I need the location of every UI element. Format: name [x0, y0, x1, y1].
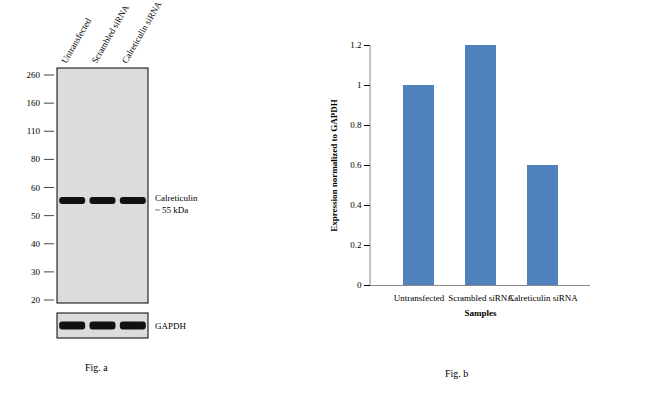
svg-text:Scrambled siRNA: Scrambled siRNA [448, 293, 514, 303]
svg-text:40: 40 [31, 239, 41, 249]
svg-text:0.8: 0.8 [350, 120, 362, 130]
svg-text:Scrambled siRNA: Scrambled siRNA [89, 3, 132, 65]
svg-text:60: 60 [31, 183, 41, 193]
svg-text:0.4: 0.4 [350, 200, 362, 210]
html-text:Fig. b: Fig. b [445, 368, 469, 379]
svg-text:1.2: 1.2 [350, 40, 361, 50]
svg-text:Calreticulin siRNA: Calreticulin siRNA [120, 0, 164, 65]
svg-text:80: 80 [31, 154, 41, 164]
svg-text:Expression normalized to GAPDH: Expression normalized to GAPDH [329, 99, 339, 232]
svg-text:260: 260 [27, 70, 41, 80]
svg-text:0.6: 0.6 [350, 160, 362, 170]
svg-text:110: 110 [27, 126, 41, 136]
svg-text:Samples: Samples [464, 308, 497, 318]
svg-text:0.2: 0.2 [350, 240, 361, 250]
svg-text:GAPDH: GAPDH [155, 321, 187, 331]
svg-text:Untransfected: Untransfected [59, 16, 93, 65]
svg-text:30: 30 [31, 267, 41, 277]
svg-text:50: 50 [31, 211, 41, 221]
svg-text:Calreticulin: Calreticulin [155, 193, 198, 203]
svg-text:0: 0 [357, 280, 362, 290]
svg-text:~ 55 kDa: ~ 55 kDa [155, 205, 188, 215]
svg-text:1: 1 [357, 80, 362, 90]
html-text:Fig. a: Fig. a [85, 362, 108, 373]
svg-text:Untransfected: Untransfected [394, 293, 445, 303]
svg-text:20: 20 [31, 295, 41, 305]
svg-text:Calreticulin siRNA: Calreticulin siRNA [508, 293, 578, 303]
svg-text:160: 160 [27, 98, 41, 108]
